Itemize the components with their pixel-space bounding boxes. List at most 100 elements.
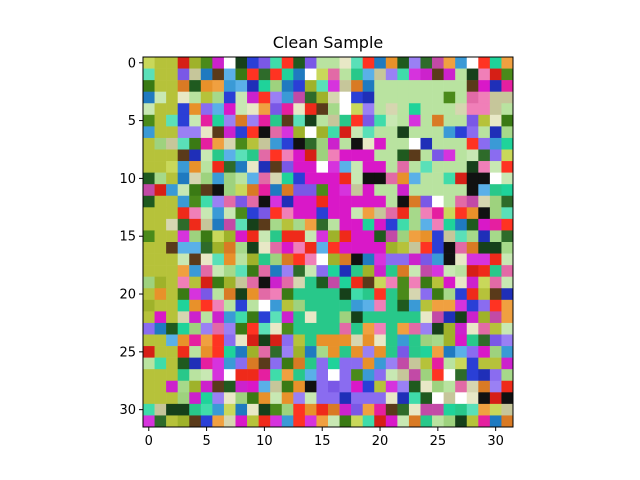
- pixel-cell: [200, 276, 213, 289]
- pixel-cell: [247, 299, 259, 312]
- pixel-cell: [154, 80, 167, 92]
- pixel-cell: [362, 184, 375, 197]
- pixel-cell: [177, 230, 190, 243]
- pixel-cell: [489, 242, 502, 254]
- pixel-cell: [270, 230, 283, 243]
- pixel-cell: [177, 346, 190, 358]
- pixel-cell: [374, 357, 387, 370]
- pixel-cell: [362, 91, 375, 104]
- pixel-cell: [223, 218, 236, 231]
- pixel-cell: [455, 369, 468, 382]
- pixel-cell: [293, 230, 306, 243]
- pixel-cell: [351, 369, 363, 382]
- pixel-cell: [408, 242, 421, 254]
- pixel-cell: [177, 91, 190, 104]
- pixel-cell: [501, 114, 514, 127]
- pixel-cell: [177, 369, 190, 382]
- pixel-cell: [316, 218, 329, 231]
- pixel-cell: [189, 299, 202, 312]
- pixel-cell: [223, 334, 236, 347]
- pixel-cell: [258, 357, 271, 370]
- x-tick-label: 5: [202, 434, 210, 449]
- pixel-cell: [466, 392, 479, 405]
- pixel-cell: [177, 161, 190, 173]
- pixel-cell: [212, 392, 225, 405]
- pixel-cell: [420, 392, 433, 405]
- pixel-cell: [166, 380, 178, 393]
- pixel-cell: [420, 149, 433, 162]
- pixel-cell: [351, 114, 363, 127]
- pixel-cell: [293, 253, 306, 266]
- pixel-cell: [235, 103, 248, 116]
- pixel-cell: [212, 242, 225, 254]
- pixel-cell: [408, 184, 421, 197]
- pixel-cell: [385, 184, 398, 197]
- pixel-cell: [385, 242, 398, 254]
- pixel-cell: [270, 126, 283, 139]
- pixel-cell: [212, 103, 225, 116]
- pixel-cell: [189, 103, 202, 116]
- pixel-cell: [432, 149, 444, 162]
- pixel-cell: [166, 265, 178, 277]
- x-tick-label: 0: [145, 434, 153, 449]
- pixel-cell: [200, 265, 213, 277]
- pixel-cell: [270, 149, 283, 162]
- pixel-cell: [177, 114, 190, 127]
- pixel-cell: [443, 218, 456, 231]
- pixel-cell: [247, 195, 259, 208]
- pixel-cell: [466, 265, 479, 277]
- pixel-cell: [351, 103, 363, 116]
- pixel-cell: [143, 161, 155, 173]
- pixel-cell: [200, 80, 213, 92]
- pixel-cell: [339, 288, 352, 301]
- pixel-cell: [443, 253, 456, 266]
- pixel-cell: [455, 242, 468, 254]
- pixel-cell: [478, 403, 491, 416]
- pixel-cell: [420, 218, 433, 231]
- pixel-cell: [270, 415, 283, 428]
- pixel-cell: [351, 415, 363, 428]
- pixel-cell: [189, 57, 202, 69]
- pixel-cell: [143, 380, 155, 393]
- pixel-cell: [293, 415, 306, 428]
- pixel-cell: [258, 207, 271, 220]
- pixel-cell: [281, 149, 294, 162]
- pixel-cell: [247, 103, 259, 116]
- pixel-cell: [374, 230, 387, 243]
- y-tick-label: 10: [119, 172, 136, 187]
- pixel-cell: [143, 218, 155, 231]
- pixel-cell: [316, 253, 329, 266]
- pixel-cell: [339, 346, 352, 358]
- pixel-cell: [420, 126, 433, 139]
- pixel-cell: [478, 207, 491, 220]
- pixel-cell: [258, 299, 271, 312]
- pixel-cell: [177, 334, 190, 347]
- pixel-cell: [397, 311, 410, 324]
- pixel-cell: [351, 334, 363, 347]
- pixel-cell: [154, 137, 167, 150]
- pixel-cell: [443, 265, 456, 277]
- pixel-cell: [351, 392, 363, 405]
- pixel-cell: [385, 265, 398, 277]
- pixel-cell: [455, 172, 468, 185]
- pixel-cell: [235, 161, 248, 173]
- pixel-cell: [420, 230, 433, 243]
- pixel-cell: [258, 114, 271, 127]
- pixel-cell: [247, 68, 259, 81]
- pixel-cell: [177, 57, 190, 69]
- pixel-cell: [351, 299, 363, 312]
- pixel-cell: [177, 184, 190, 197]
- pixel-cell: [293, 346, 306, 358]
- pixel-cell: [397, 253, 410, 266]
- pixel-cell: [235, 415, 248, 428]
- pixel-cell: [166, 299, 178, 312]
- pixel-cell: [212, 218, 225, 231]
- pixel-cell: [223, 230, 236, 243]
- pixel-cell: [166, 276, 178, 289]
- pixel-cell: [293, 288, 306, 301]
- pixel-cell: [316, 207, 329, 220]
- pixel-cell: [432, 265, 444, 277]
- pixel-cell: [293, 137, 306, 150]
- pixel-cell: [189, 265, 202, 277]
- pixel-cell: [501, 91, 514, 104]
